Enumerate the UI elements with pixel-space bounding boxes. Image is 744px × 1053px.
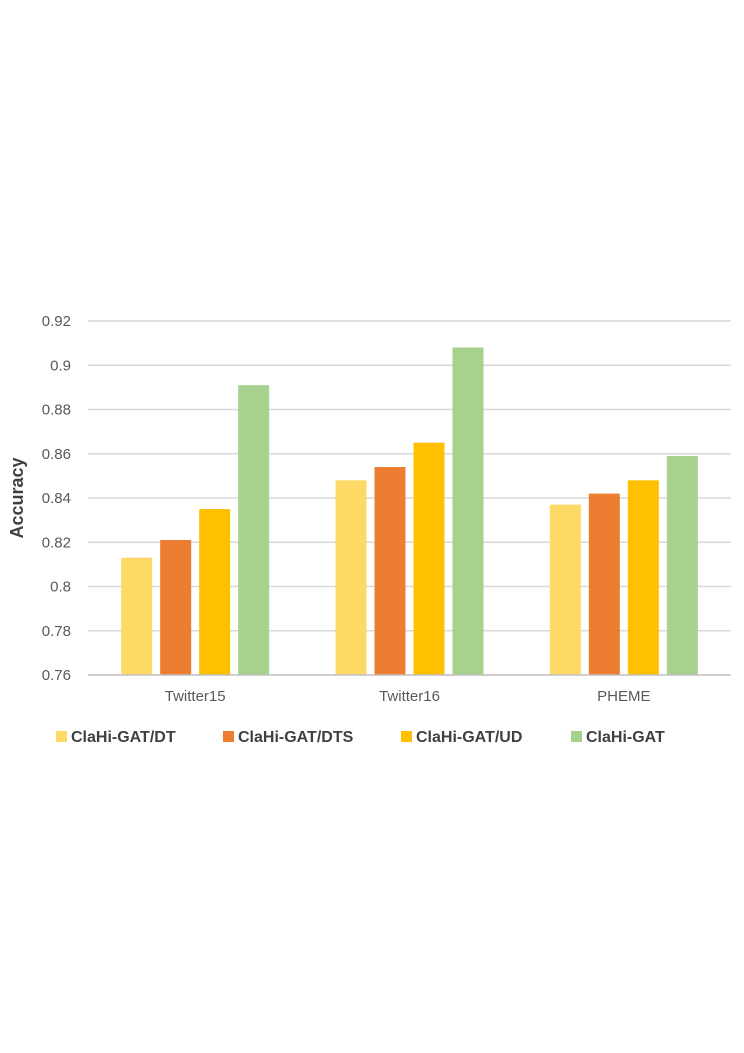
bar bbox=[374, 467, 406, 675]
y-tick-label: 0.78 bbox=[42, 623, 71, 640]
x-tick-label: Twitter16 bbox=[379, 688, 440, 705]
x-tick-label: Twitter15 bbox=[165, 688, 226, 705]
legend-label: ClaHi-GAT/UD bbox=[416, 729, 522, 746]
y-axis-ticks: 0.76 0.78 0.8 0.82 0.84 0.86 0.88 0.9 0.92 bbox=[42, 313, 71, 684]
y-tick-label: 0.9 bbox=[50, 357, 71, 374]
legend-swatch bbox=[401, 731, 412, 742]
bar bbox=[588, 493, 620, 675]
bar bbox=[549, 504, 581, 675]
legend-label: ClaHi-GAT/DTS bbox=[238, 729, 354, 746]
y-tick-label: 0.92 bbox=[42, 313, 71, 330]
legend: ClaHi-GAT/DT ClaHi-GAT/DTS ClaHi-GAT/UD Cla… bbox=[56, 729, 665, 746]
bar bbox=[452, 347, 484, 675]
bar bbox=[160, 540, 192, 675]
x-axis-ticks: Twitter15 Twitter16 PHEME bbox=[165, 688, 651, 705]
legend-swatch bbox=[571, 731, 582, 742]
bar bbox=[413, 442, 445, 675]
bar bbox=[335, 480, 367, 675]
y-axis-title: Accuracy bbox=[7, 457, 27, 538]
y-tick-label: 0.76 bbox=[42, 667, 71, 684]
y-tick-label: 0.82 bbox=[42, 534, 71, 551]
bar bbox=[666, 455, 698, 675]
legend-label: ClaHi-GAT bbox=[586, 729, 665, 746]
gridlines bbox=[88, 320, 731, 632]
bar bbox=[121, 557, 153, 675]
bar bbox=[627, 480, 659, 675]
bars bbox=[121, 347, 698, 675]
legend-swatch bbox=[56, 731, 67, 742]
x-tick-label: PHEME bbox=[597, 688, 650, 705]
bar bbox=[199, 509, 231, 675]
y-tick-label: 0.88 bbox=[42, 402, 71, 419]
legend-swatch bbox=[223, 731, 234, 742]
y-tick-label: 0.8 bbox=[50, 579, 71, 596]
legend-label: ClaHi-GAT/DT bbox=[71, 729, 176, 746]
y-tick-label: 0.86 bbox=[42, 446, 71, 463]
bar bbox=[238, 385, 270, 675]
y-tick-label: 0.84 bbox=[42, 490, 71, 507]
